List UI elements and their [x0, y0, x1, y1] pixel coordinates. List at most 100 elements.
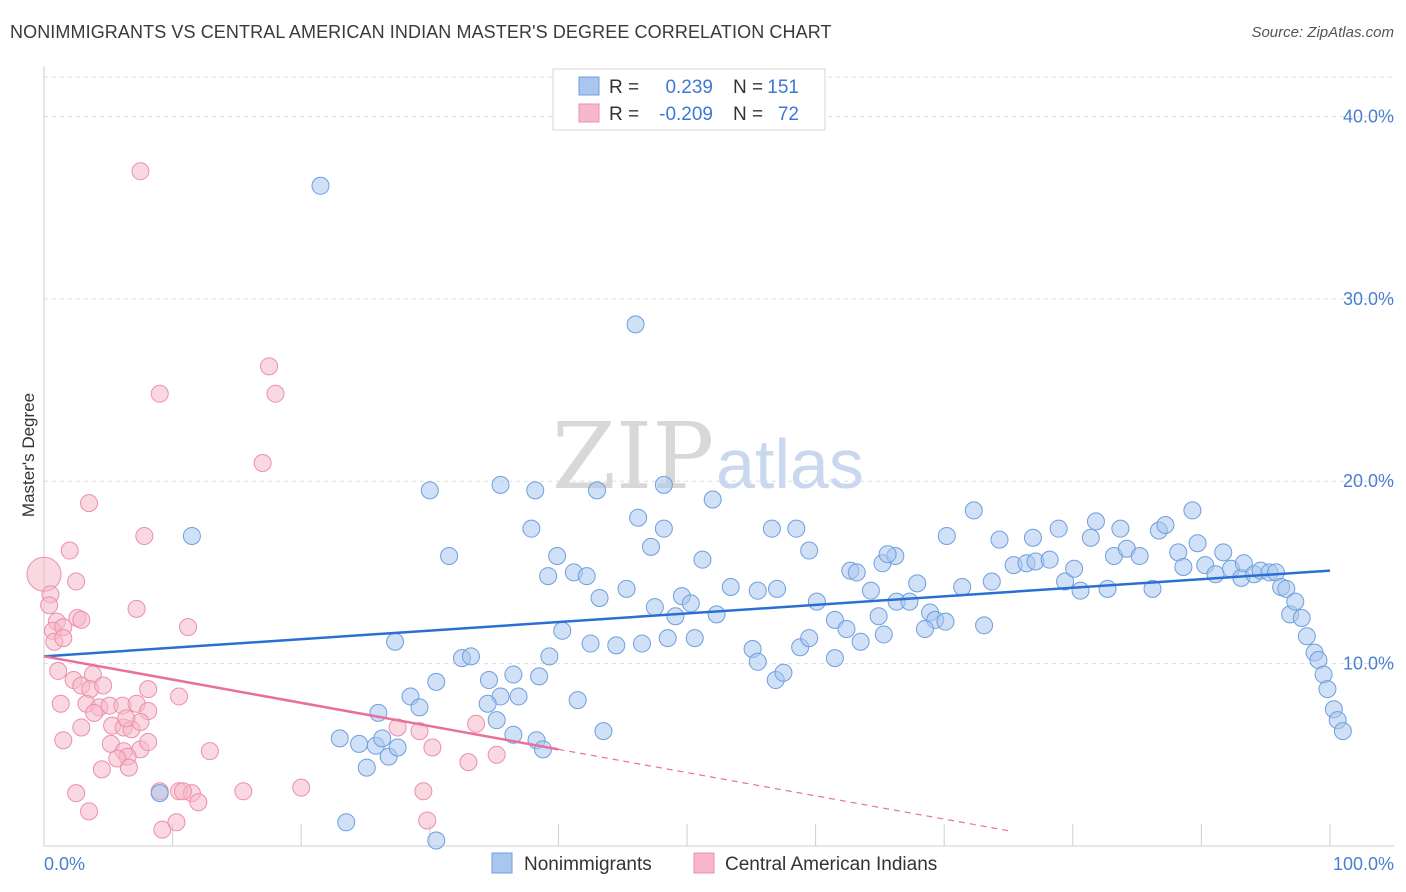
nonimmigrants-point: [509, 687, 528, 706]
nonimmigrants-point: [915, 619, 934, 638]
legend-n-label: N =: [733, 104, 763, 125]
nonimmigrants-point: [1174, 557, 1193, 576]
central-american-indians-point: [135, 526, 154, 545]
central-american-indians-point: [72, 610, 91, 629]
nonimmigrants-point: [577, 567, 596, 586]
nonimmigrants-point: [807, 592, 826, 611]
legend-r-value: -0.209: [659, 104, 713, 125]
central-american-indians-point: [139, 680, 158, 699]
central-american-indians-point: [119, 758, 138, 777]
nonimmigrants-point: [658, 629, 677, 648]
nonimmigrants-point: [851, 632, 870, 651]
nonimmigrants-point: [590, 588, 609, 607]
nonimmigrants-point: [330, 729, 349, 748]
bottom-legend-label-nonimmigrants: Nonimmigrants: [524, 854, 652, 875]
nonimmigrants-point: [539, 567, 558, 586]
series-central-american-indians: [26, 162, 506, 839]
trend-line-central-american-indians: [43, 655, 559, 751]
nonimmigrants-point: [1098, 579, 1117, 598]
legend-r-value: 0.239: [665, 77, 713, 98]
central-american-indians-point: [487, 745, 506, 764]
nonimmigrants-point: [311, 176, 330, 195]
nonimmigrants-point: [1206, 565, 1225, 584]
nonimmigrants-point: [440, 547, 459, 566]
nonimmigrants-point: [548, 547, 567, 566]
nonimmigrants-point: [975, 616, 994, 635]
y-tick-label: 40.0%: [1343, 106, 1394, 126]
nonimmigrants-point: [1333, 722, 1352, 741]
central-american-indians-point: [266, 384, 285, 403]
central-american-indians-point: [170, 687, 189, 706]
nonimmigrants-point: [685, 629, 704, 648]
nonimmigrants-point: [487, 711, 506, 730]
nonimmigrants-point: [478, 694, 497, 713]
nonimmigrants-point: [388, 738, 407, 757]
nonimmigrants-point: [825, 649, 844, 668]
nonimmigrants-point: [1130, 547, 1149, 566]
central-american-indians-point: [459, 753, 478, 772]
central-american-indians-point: [67, 572, 86, 591]
central-american-indians-point: [80, 802, 99, 821]
central-american-indians-point: [139, 733, 158, 752]
central-american-indians-point: [67, 784, 86, 803]
nonimmigrants-point: [373, 729, 392, 748]
nonimmigrants-point: [1040, 550, 1059, 569]
nonimmigrants-point: [654, 475, 673, 494]
nonimmigrants-point: [900, 592, 919, 611]
nonimmigrants-point: [878, 545, 897, 564]
nonimmigrants-point: [1086, 512, 1105, 531]
nonimmigrants-point: [1156, 516, 1175, 535]
chart-title: NONIMMIGRANTS VS CENTRAL AMERICAN INDIAN…: [10, 22, 832, 42]
series-nonimmigrants: [150, 176, 1352, 850]
nonimmigrants-point: [800, 629, 819, 648]
central-american-indians-point: [167, 813, 186, 832]
central-american-indians-point: [80, 494, 99, 513]
nonimmigrants-point: [768, 579, 787, 598]
legend-swatch-nonimmigrants: [578, 76, 600, 96]
y-tick-label: 10.0%: [1343, 654, 1394, 674]
nonimmigrants-point: [386, 632, 405, 651]
central-american-indians-point: [414, 782, 433, 801]
nonimmigrants-point: [420, 481, 439, 500]
trend-line-nonimmigrants: [43, 569, 1331, 658]
central-american-indians-point: [127, 599, 146, 618]
nonimmigrants-point: [1214, 543, 1233, 562]
central-american-indians-point: [234, 782, 253, 801]
bottom-legend-label-central-american-indians: Central American Indians: [725, 854, 937, 875]
nonimmigrants-point: [936, 612, 955, 631]
nonimmigrants-point: [530, 667, 549, 686]
nonimmigrants-point: [182, 526, 201, 545]
central-american-indians-point: [92, 760, 111, 779]
central-american-indians-point: [51, 694, 70, 713]
central-american-indians-point: [153, 820, 172, 839]
central-american-indians-point: [189, 793, 208, 812]
nonimmigrants-point: [1143, 579, 1162, 598]
nonimmigrants-point: [491, 475, 510, 494]
nonimmigrants-point: [607, 636, 626, 655]
central-american-indians-point: [418, 811, 437, 830]
nonimmigrants-point: [874, 625, 893, 644]
nonimmigrants-point: [937, 526, 956, 545]
nonimmigrants-point: [1056, 572, 1075, 591]
central-american-indians-point: [179, 618, 198, 637]
central-american-indians-point: [467, 714, 486, 733]
nonimmigrants-point: [748, 652, 767, 671]
watermark-zip: ZIP: [552, 403, 714, 510]
legend-r-label: R =: [609, 104, 639, 125]
nonimmigrants-point: [504, 665, 523, 684]
central-american-indians-point: [131, 162, 150, 181]
nonimmigrants-point: [337, 813, 356, 832]
central-american-indians-point: [260, 357, 279, 376]
nonimmigrants-point: [1023, 528, 1042, 547]
nonimmigrants-point: [654, 519, 673, 538]
legend-swatch-central-american-indians: [578, 103, 600, 123]
central-american-indians-point: [54, 731, 73, 750]
nonimmigrants-point: [410, 698, 429, 717]
nonimmigrants-point: [533, 740, 552, 759]
x-tick-label: 100.0%: [1333, 854, 1394, 874]
central-american-indians-point: [200, 742, 219, 761]
central-american-indians-point: [253, 454, 272, 472]
nonimmigrants-point: [1286, 592, 1305, 611]
nonimmigrants-point: [990, 530, 1009, 549]
